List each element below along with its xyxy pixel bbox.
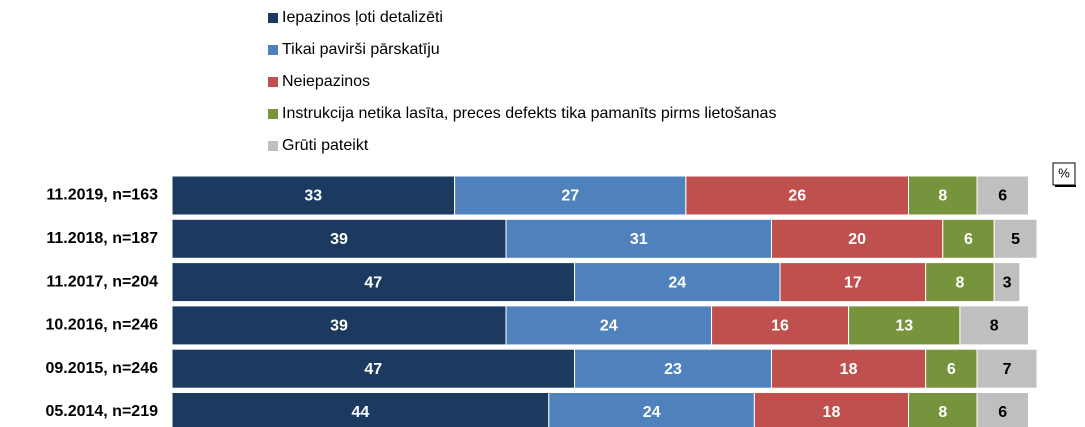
value-label: 18: [823, 404, 841, 421]
bar-segment: [779, 262, 927, 303]
value-label: 44: [352, 404, 370, 421]
bar-segment: [925, 348, 978, 389]
value-label: 26: [788, 188, 806, 205]
value-label: 6: [998, 188, 1007, 205]
value-label: 8: [938, 404, 947, 421]
category-label: 09.2015, n=246: [45, 360, 158, 377]
value-label: 8: [955, 274, 964, 291]
category-label: 10.2016, n=246: [45, 317, 158, 334]
category-label: 11.2017, n=204: [46, 273, 158, 290]
value-label: 16: [771, 318, 789, 335]
value-label: 39: [330, 231, 348, 248]
bar-segment: [993, 218, 1038, 259]
bar-segment: [959, 305, 1029, 346]
bar-segment: [574, 348, 773, 389]
bar-segment: [942, 218, 995, 259]
bar-segment: [574, 262, 781, 303]
legend-label: Tikai pavirši pārskatīju: [282, 41, 440, 58]
bar-segment: [848, 305, 961, 346]
value-label: 24: [643, 404, 661, 421]
value-label: 33: [304, 188, 322, 205]
bar-segment: [171, 175, 456, 216]
value-label: 18: [840, 361, 858, 378]
value-label: 23: [664, 361, 682, 378]
bar-segment: [908, 392, 978, 427]
unit-label: %: [1058, 165, 1070, 180]
bar-segment: [548, 392, 755, 427]
value-label: 7: [1003, 361, 1012, 378]
bar-segment: [976, 392, 1029, 427]
value-label: 6: [947, 361, 956, 378]
value-label: 47: [364, 274, 382, 291]
bar-segment: [976, 175, 1029, 216]
bar-segment: [976, 348, 1038, 389]
bar-segment: [993, 262, 1021, 303]
legend-label: Iepazinos ļoti detalizēti: [282, 9, 443, 26]
bar-segment: [685, 175, 910, 216]
value-label: 6: [964, 231, 973, 248]
value-label: 3: [1003, 274, 1012, 291]
value-label: 8: [990, 318, 999, 335]
value-label: 17: [844, 274, 862, 291]
value-label: 27: [561, 188, 579, 205]
bar-segment: [908, 175, 978, 216]
value-label: 13: [895, 318, 913, 335]
legend-label: Instrukcija netika lasīta, preces defekt…: [282, 105, 776, 122]
bar-segment: [925, 262, 995, 303]
value-label: 20: [848, 231, 866, 248]
value-label: 31: [630, 231, 648, 248]
bar-segment: [171, 392, 550, 427]
bar-segment: [171, 262, 576, 303]
legend-swatch: [268, 77, 278, 87]
value-label: 6: [998, 404, 1007, 421]
category-label: 11.2019, n=163: [46, 187, 158, 204]
legend-label: Grūti pateikt: [282, 137, 369, 154]
value-label: 24: [668, 274, 686, 291]
legend-swatch: [268, 109, 278, 119]
legend-label: Neiepazinos: [282, 73, 370, 90]
value-label: 39: [330, 318, 348, 335]
bar-segment: [454, 175, 687, 216]
value-label: 8: [938, 188, 947, 205]
value-label: 24: [600, 318, 618, 335]
category-label: 11.2018, n=187: [46, 230, 158, 247]
bar-segment: [753, 392, 910, 427]
legend-swatch: [268, 13, 278, 23]
legend-swatch: [268, 45, 278, 55]
bar-segment: [171, 218, 507, 259]
value-label: 5: [1011, 231, 1020, 248]
category-label: 05.2014, n=219: [45, 403, 158, 420]
bar-segment: [711, 305, 850, 346]
legend-swatch: [268, 141, 278, 151]
bar-segment: [171, 348, 576, 389]
value-label: 47: [364, 361, 382, 378]
